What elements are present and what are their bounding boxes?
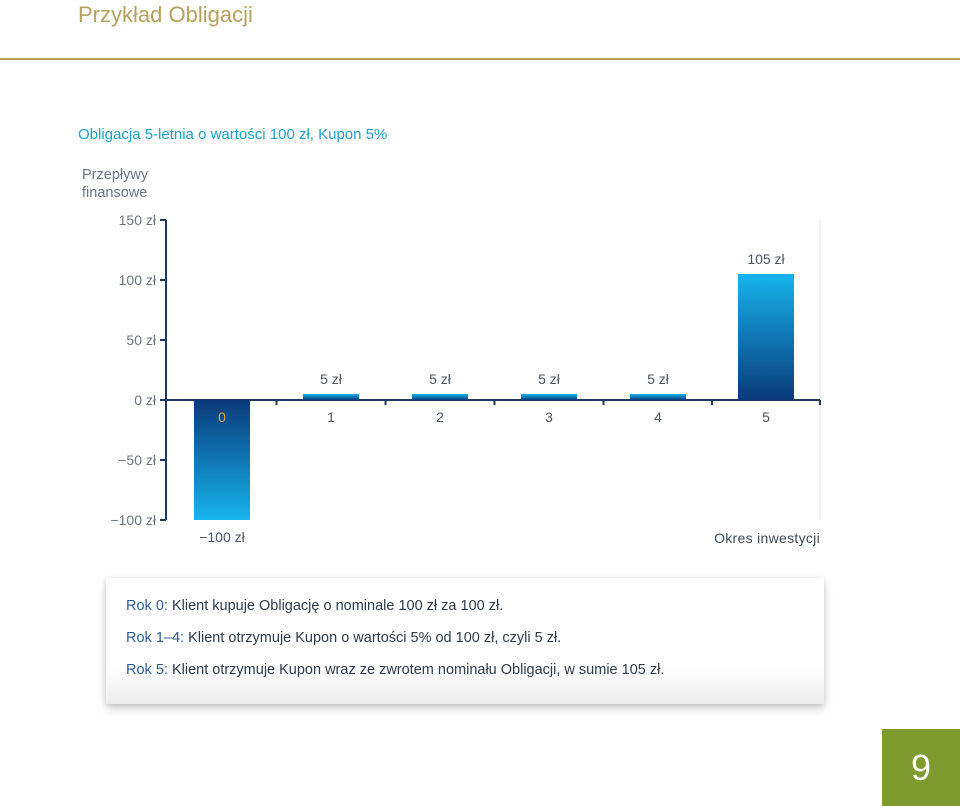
explanation-box: Rok 0: Klient kupuje Obligację o nominal…	[106, 578, 824, 704]
info-line-year-5: Rok 5: Klient otrzymuje Kupon wraz ze zw…	[126, 662, 664, 678]
bar-chart: 150 zł 100 zł 50 zł 0 zł −50 zł −100 zł −100 z…	[110, 212, 821, 546]
info-key: Rok 0:	[126, 598, 168, 614]
page-number-badge: 9	[882, 729, 960, 806]
x-category-label: 2	[436, 409, 444, 425]
x-category-label: 3	[545, 409, 553, 425]
bar-value-label: −100 zł	[199, 529, 245, 545]
x-category-label: 0	[218, 409, 226, 425]
chart-title: Obligacja 5-letnia o wartości 100 zł, Ku…	[78, 126, 388, 143]
bar-5	[738, 274, 794, 400]
x-category-label: 5	[762, 409, 770, 425]
x-category-label: 4	[654, 409, 662, 425]
info-text: Klient kupuje Obligację o nominale 100 z…	[167, 598, 504, 614]
bar-value-label: 5 zł	[320, 371, 343, 387]
bar-value-label: 5 zł	[429, 371, 452, 387]
bar-2	[412, 394, 468, 400]
info-text: Klient otrzymuje Kupon wraz ze zwrotem n…	[167, 662, 665, 678]
bar-value-label: 5 zł	[647, 371, 670, 387]
x-axis-label: Okres inwestycji	[714, 530, 820, 546]
info-text: Klient otrzymuje Kupon o wartości 5% od …	[184, 630, 562, 646]
bar-value-label: 105 zł	[747, 251, 785, 267]
info-line-years-1-4: Rok 1–4: Klient otrzymuje Kupon o wartoś…	[126, 630, 561, 646]
title-divider	[0, 58, 960, 60]
y-tick-label: 100 zł	[119, 272, 157, 288]
y-tick-label: −50 zł	[118, 452, 157, 468]
y-tick-label: 0 zł	[134, 392, 157, 408]
bar-4	[630, 394, 686, 400]
info-key: Rok 1–4:	[126, 630, 185, 646]
bar-value-label: 5 zł	[538, 371, 561, 387]
y-tick-label: −100 zł	[110, 512, 156, 528]
bar-0	[194, 400, 250, 520]
x-category-label: 1	[327, 409, 335, 425]
page-title: Przykład Obligacji	[78, 2, 253, 27]
y-axis-label: Przepływy finansowe	[82, 167, 149, 201]
info-line-year-0: Rok 0: Klient kupuje Obligację o nominal…	[126, 598, 503, 614]
info-key: Rok 5:	[126, 662, 168, 678]
y-tick-label: 150 zł	[119, 212, 157, 228]
y-tick-label: 50 zł	[126, 332, 156, 348]
bar-1	[303, 394, 359, 400]
bar-3	[521, 394, 577, 400]
